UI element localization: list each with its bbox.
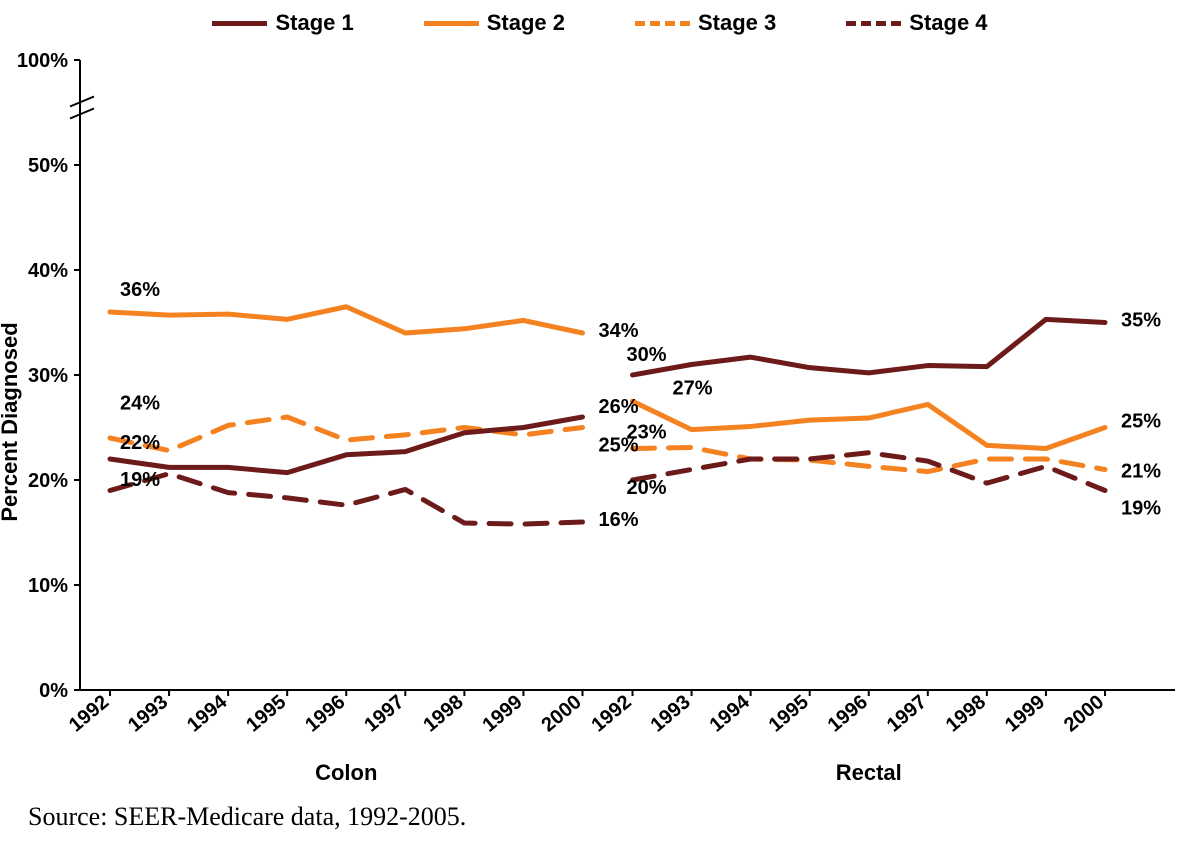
legend-label: Stage 3	[698, 10, 776, 36]
svg-text:1996: 1996	[301, 691, 349, 736]
svg-text:20%: 20%	[28, 470, 68, 492]
svg-text:1993: 1993	[124, 691, 172, 736]
svg-text:30%: 30%	[28, 365, 68, 387]
svg-text:1997: 1997	[883, 691, 931, 736]
svg-text:1994: 1994	[706, 690, 755, 736]
svg-text:1999: 1999	[478, 691, 526, 736]
svg-text:23%: 23%	[627, 422, 667, 444]
svg-text:19%: 19%	[1121, 498, 1161, 520]
svg-text:27%: 27%	[673, 378, 713, 400]
svg-text:34%: 34%	[599, 320, 639, 342]
y-axis-label: Percent Diagnosed	[0, 322, 23, 521]
source-caption: Source: SEER-Medicare data, 1992-2005.	[28, 802, 466, 832]
chart-svg: 0%10%20%30%40%50%100%1992199319941995199…	[0, 0, 1200, 844]
legend-label: Stage 4	[909, 10, 987, 36]
legend: Stage 1 Stage 2 Stage 3 Stage 4	[0, 10, 1200, 36]
svg-text:50%: 50%	[28, 155, 68, 177]
legend-item-stage1: Stage 1	[212, 10, 353, 36]
svg-text:10%: 10%	[28, 575, 68, 597]
svg-text:1998: 1998	[419, 691, 467, 736]
svg-text:1995: 1995	[765, 691, 813, 736]
legend-swatch	[846, 21, 901, 26]
svg-text:40%: 40%	[28, 260, 68, 282]
svg-text:1999: 1999	[1001, 691, 1049, 736]
legend-item-stage4: Stage 4	[846, 10, 987, 36]
svg-text:1994: 1994	[183, 690, 232, 736]
svg-text:1992: 1992	[65, 691, 113, 736]
svg-text:2000: 2000	[537, 691, 585, 736]
svg-text:30%: 30%	[627, 344, 667, 366]
legend-swatch	[212, 21, 267, 26]
svg-text:2000: 2000	[1060, 691, 1108, 736]
svg-text:24%: 24%	[120, 393, 160, 415]
legend-swatch	[635, 21, 690, 26]
svg-text:0%: 0%	[39, 680, 68, 702]
svg-text:35%: 35%	[1121, 310, 1161, 332]
chart-container: Stage 1 Stage 2 Stage 3 Stage 4 Percent …	[0, 0, 1200, 844]
legend-item-stage3: Stage 3	[635, 10, 776, 36]
svg-text:1992: 1992	[587, 691, 635, 736]
svg-text:100%: 100%	[17, 50, 68, 72]
svg-text:1993: 1993	[647, 691, 695, 736]
svg-text:Rectal: Rectal	[836, 760, 902, 785]
svg-text:16%: 16%	[599, 509, 639, 531]
svg-text:Colon: Colon	[315, 760, 377, 785]
svg-text:1998: 1998	[942, 691, 990, 736]
svg-text:20%: 20%	[627, 477, 667, 499]
legend-item-stage2: Stage 2	[424, 10, 565, 36]
svg-text:26%: 26%	[599, 396, 639, 418]
svg-text:36%: 36%	[120, 279, 160, 301]
svg-text:25%: 25%	[1121, 411, 1161, 433]
svg-text:22%: 22%	[120, 432, 160, 454]
svg-text:21%: 21%	[1121, 461, 1161, 483]
legend-swatch	[424, 21, 479, 26]
svg-text:1996: 1996	[824, 691, 872, 736]
svg-text:1997: 1997	[360, 691, 408, 736]
legend-label: Stage 1	[275, 10, 353, 36]
svg-text:1995: 1995	[242, 691, 290, 736]
legend-label: Stage 2	[487, 10, 565, 36]
svg-text:19%: 19%	[120, 469, 160, 491]
